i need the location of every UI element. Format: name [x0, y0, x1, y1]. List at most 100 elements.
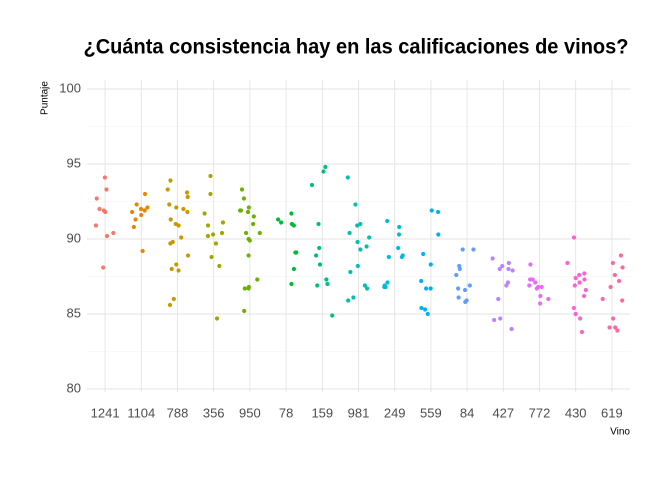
- point: [612, 272, 617, 278]
- point: [362, 283, 367, 288]
- point: [217, 263, 222, 269]
- point: [246, 286, 251, 291]
- point: [289, 211, 294, 216]
- point: [490, 256, 495, 261]
- point: [396, 245, 401, 251]
- point: [140, 248, 145, 254]
- point: [533, 280, 538, 285]
- point: [571, 235, 577, 240]
- point: [131, 224, 136, 230]
- point: [168, 241, 173, 246]
- point: [134, 202, 139, 207]
- point: [425, 311, 430, 317]
- point: [289, 281, 294, 287]
- y-axis-label: Puntaje: [40, 81, 51, 115]
- y-tick-label: 80: [67, 380, 81, 395]
- point: [142, 208, 147, 213]
- point: [351, 295, 356, 300]
- point: [456, 295, 461, 300]
- point: [174, 262, 179, 267]
- point: [509, 326, 514, 332]
- point: [500, 263, 505, 269]
- point: [245, 209, 251, 215]
- point: [353, 202, 358, 207]
- point: [243, 230, 249, 236]
- point: [94, 196, 99, 201]
- point: [573, 311, 578, 317]
- point: [323, 164, 328, 170]
- point: [615, 328, 620, 333]
- point: [247, 238, 252, 243]
- point: [239, 187, 245, 192]
- point: [133, 217, 138, 222]
- point: [397, 224, 402, 230]
- point: [314, 253, 319, 258]
- point: [600, 296, 605, 302]
- point: [396, 232, 402, 237]
- point: [184, 190, 190, 195]
- point: [219, 230, 225, 236]
- point: [246, 253, 251, 258]
- x-tick-label: 430: [565, 405, 587, 420]
- point: [202, 211, 207, 216]
- point: [330, 313, 335, 318]
- point: [209, 254, 214, 260]
- point: [169, 266, 174, 272]
- x-tick-label: 619: [601, 405, 623, 420]
- x-tick-label: 788: [167, 405, 189, 420]
- point: [168, 178, 173, 183]
- point: [358, 221, 363, 227]
- point: [498, 316, 503, 321]
- point: [174, 205, 179, 210]
- point: [138, 206, 144, 212]
- point: [607, 325, 612, 330]
- point: [213, 241, 219, 246]
- point: [582, 277, 587, 282]
- point: [457, 266, 462, 272]
- point: [385, 218, 390, 224]
- point: [255, 277, 260, 282]
- point: [257, 230, 262, 236]
- point: [324, 277, 329, 282]
- point: [421, 251, 426, 257]
- point: [506, 260, 511, 266]
- point: [471, 247, 476, 252]
- y-tick-label: 95: [67, 155, 81, 170]
- point: [185, 194, 190, 200]
- x-tick-label: 159: [311, 405, 333, 420]
- point: [456, 286, 461, 291]
- point: [428, 262, 433, 267]
- point: [214, 316, 220, 321]
- x-tick-label: 950: [239, 405, 261, 420]
- x-tick-label: 559: [420, 405, 442, 420]
- point: [534, 286, 539, 291]
- point: [419, 305, 424, 311]
- x-tick-label: 78: [279, 405, 293, 420]
- point: [578, 316, 583, 321]
- point: [428, 286, 433, 291]
- point: [504, 283, 509, 288]
- point: [167, 302, 173, 308]
- point: [142, 191, 148, 197]
- point: [492, 317, 497, 323]
- x-tick-label: 1241: [91, 405, 120, 420]
- y-tick-label: 100: [59, 80, 81, 95]
- chart-title: ¿Cuánta consistencia hay en las califica…: [84, 36, 629, 59]
- point: [130, 209, 135, 215]
- point: [276, 217, 281, 222]
- point: [103, 209, 108, 215]
- x-tick-label: 772: [529, 405, 551, 420]
- point: [422, 307, 428, 312]
- point: [429, 208, 434, 213]
- point: [315, 283, 320, 288]
- point: [309, 182, 315, 188]
- point: [205, 223, 211, 228]
- point: [291, 266, 297, 272]
- point: [102, 175, 107, 180]
- point: [93, 223, 99, 228]
- point: [620, 265, 625, 270]
- point: [581, 293, 587, 299]
- x-axis-label: Vino: [610, 427, 630, 438]
- point: [572, 283, 577, 288]
